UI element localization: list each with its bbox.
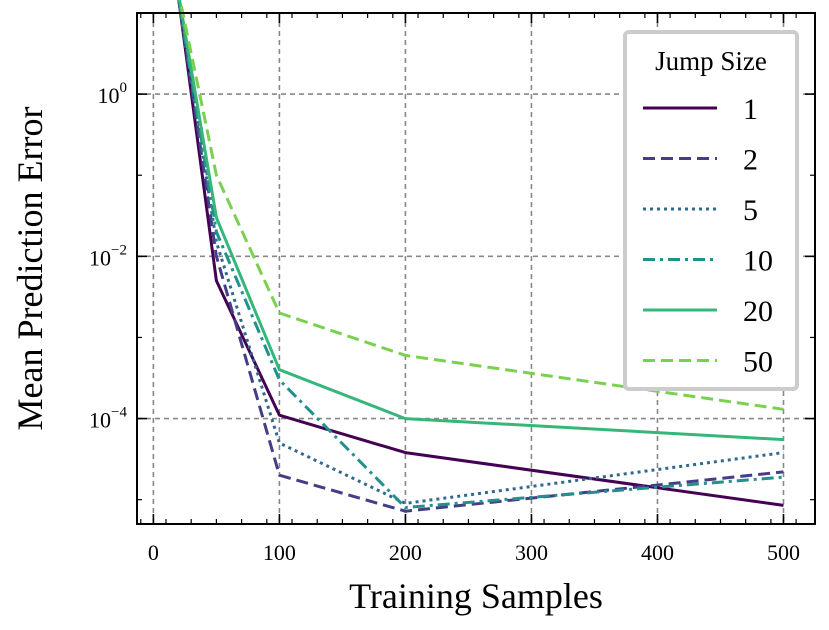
legend-label-50: 50 [743, 346, 773, 379]
legend-label-10: 10 [743, 245, 773, 278]
axis-ticks: 0 100 200 300 400 500 10 2 100 10−2 10−4 [89, 12, 815, 565]
x-tick-label: 300 [515, 540, 548, 565]
series-lines [177, 0, 784, 513]
x-tick-label: 400 [641, 540, 674, 565]
x-tick-label: 200 [389, 540, 422, 565]
legend-label-2: 2 [743, 144, 758, 177]
x-axis-title: Training Samples [349, 576, 603, 616]
legend-label-1: 1 [743, 93, 758, 126]
x-tick-label: 0 [148, 540, 159, 565]
legend: Jump Size 1 2 5 10 20 50 [623, 30, 799, 391]
plot-frame [136, 12, 816, 525]
series-line-1 [177, 0, 784, 507]
series-line-10 [177, 0, 784, 509]
legend-label-5: 5 [743, 194, 758, 227]
y-tick-label: 10−2 [89, 242, 127, 270]
legend-title: Jump Size [655, 46, 767, 76]
y-axis-title: Mean Prediction Error [10, 107, 50, 431]
legend-label-20: 20 [743, 295, 773, 328]
x-tick-label: 500 [767, 540, 800, 565]
legend-box [623, 30, 799, 391]
series-line-20 [178, 0, 784, 442]
y-tick-label: 100 [98, 80, 128, 108]
y-tick-label: 10−4 [89, 405, 127, 433]
legend-entries: 1 2 5 10 20 50 [643, 93, 773, 379]
x-tick-label: 100 [263, 540, 296, 565]
